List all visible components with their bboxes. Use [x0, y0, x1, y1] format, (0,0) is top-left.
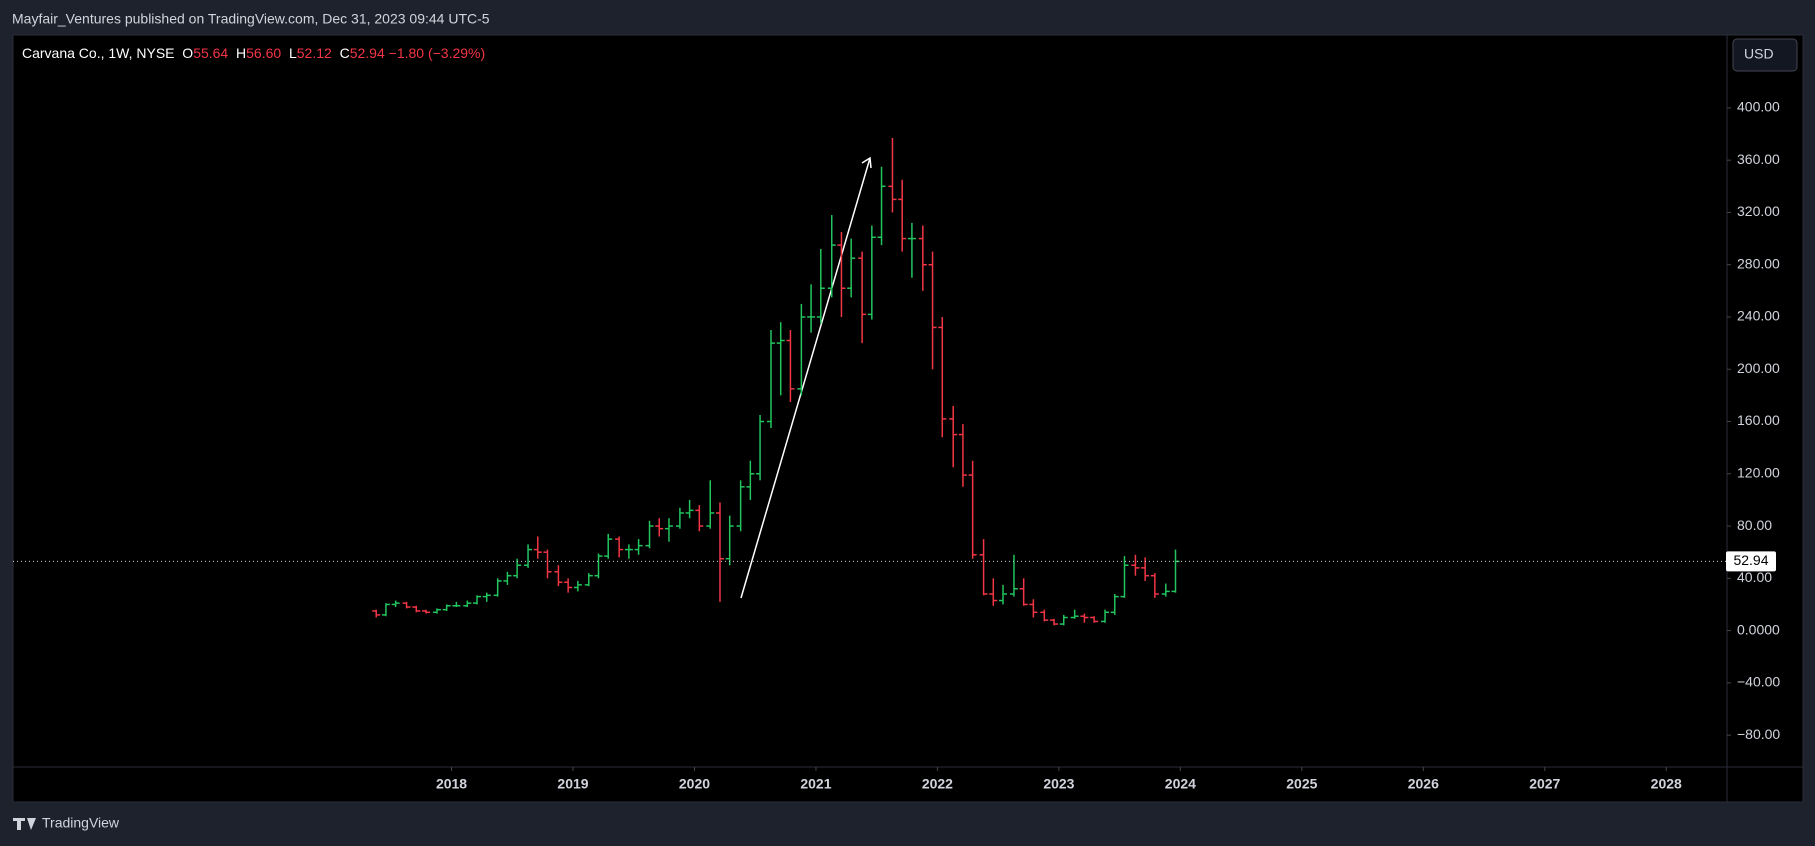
x-tick-label: 2022 — [922, 776, 953, 792]
currency-button[interactable] — [1732, 38, 1798, 72]
last-price-label: 52.94 — [1733, 552, 1768, 568]
x-tick-label: 2018 — [436, 776, 467, 792]
y-tick-label: 200.00 — [1737, 360, 1780, 376]
y-tick-label: 280.00 — [1737, 255, 1780, 271]
x-tick-label: 2023 — [1043, 776, 1074, 792]
y-tick-label: −40.00 — [1737, 674, 1780, 690]
currency-label: USD — [1744, 46, 1774, 62]
x-tick-label: 2024 — [1165, 776, 1196, 792]
symbol-title: Carvana Co., 1W, NYSE — [22, 45, 175, 61]
y-tick-label: 240.00 — [1737, 308, 1780, 324]
legend-value: 52.12 — [296, 45, 332, 61]
legend-label: O — [182, 45, 194, 61]
y-tick-label: 360.00 — [1737, 151, 1780, 167]
y-tick-label: 0.0000 — [1737, 621, 1780, 637]
chart-panel — [12, 34, 1804, 803]
footer-brand: TradingView — [42, 815, 120, 831]
tv-logo — [13, 818, 36, 830]
x-tick-label: 2028 — [1651, 776, 1682, 792]
legend-value: 52.94 — [349, 45, 385, 61]
legend-label: L — [288, 45, 297, 61]
y-tick-label: 400.00 — [1737, 99, 1780, 115]
x-tick-label: 2020 — [679, 776, 710, 792]
y-tick-label: 160.00 — [1737, 412, 1780, 428]
trend-arrow-head — [861, 156, 872, 169]
legend-change: −1.80 (−3.29%) — [388, 45, 486, 61]
marks: −80.00 −40.00 0.0000 40.00 80.00 120.00 160.00… — [13, 99, 1780, 792]
x-tick-label: 2019 — [557, 776, 588, 792]
y-tick-label: −80.00 — [1737, 726, 1780, 742]
y-tick-label: 40.00 — [1737, 569, 1772, 585]
x-tick-label: 2027 — [1529, 776, 1560, 792]
y-tick-label: 320.00 — [1737, 203, 1780, 219]
published-note: Mayfair_Ventures published on TradingVie… — [12, 11, 490, 27]
last-price-box — [1726, 551, 1776, 572]
y-tick-label: 80.00 — [1737, 517, 1772, 533]
legend-value: 56.60 — [246, 45, 282, 61]
x-tick-label: 2025 — [1286, 776, 1317, 792]
symbol-legend: Carvana Co., 1W, NYSE O55.64 H56.60 L52.… — [22, 45, 485, 61]
x-tick-label: 2026 — [1408, 776, 1439, 792]
trend-arrow — [740, 157, 871, 599]
legend-label: C — [339, 45, 350, 61]
y-tick-label: 120.00 — [1737, 464, 1780, 480]
legend-label: H — [236, 45, 247, 61]
legend-value: 55.64 — [193, 45, 229, 61]
x-tick-label: 2021 — [800, 776, 831, 792]
